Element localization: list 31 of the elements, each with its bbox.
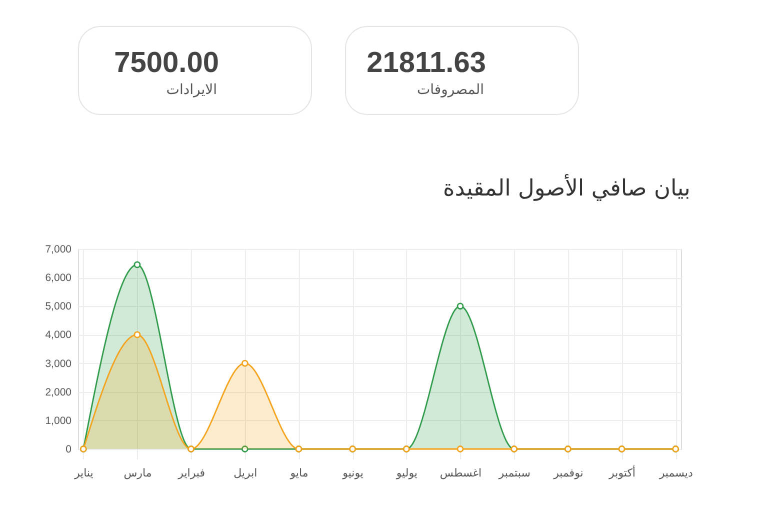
point: [241, 446, 248, 452]
x-tick-label: ابريل: [234, 466, 258, 480]
point: [456, 302, 464, 310]
text: 21811.63: [366, 47, 486, 79]
y-tick-label: 0: [66, 444, 72, 456]
y-tick-label: 4,000: [45, 329, 72, 342]
x-tick-label: يونيو: [342, 466, 364, 480]
point: [241, 360, 248, 367]
y-tick-label: 5,000: [45, 300, 72, 313]
x-tick-label: فبراير: [177, 466, 205, 480]
x-tick-label: نوفمبر: [552, 466, 584, 480]
point: [134, 331, 141, 338]
y-tick-label: 6,000: [45, 272, 72, 284]
point: [456, 446, 464, 452]
x-tick-label: ديسمبر: [658, 466, 693, 480]
y-tick-label: 7,000: [45, 244, 72, 256]
text: الايرادات: [166, 82, 217, 98]
x-tick-label: مايو: [289, 466, 308, 480]
y-tick-label: 1,000: [45, 414, 72, 427]
x-tick-label: اغسطس: [440, 466, 482, 480]
x-tick-label: أكتوبر: [608, 466, 636, 480]
chart-title: بيان صافي الأصول المقيدة: [442, 174, 690, 202]
x-tick-label: مارس: [124, 466, 152, 480]
y-tick-label: 3,000: [45, 358, 72, 370]
x-tick-label: يناير: [73, 466, 94, 480]
x-tick-label: سبتمبر: [498, 466, 530, 480]
text: 7500.00: [114, 47, 219, 79]
x-tick-label: يوليو: [395, 466, 418, 480]
point: [134, 261, 141, 268]
text: المصروفات: [416, 82, 484, 98]
y-tick-label: 2,000: [45, 386, 72, 398]
